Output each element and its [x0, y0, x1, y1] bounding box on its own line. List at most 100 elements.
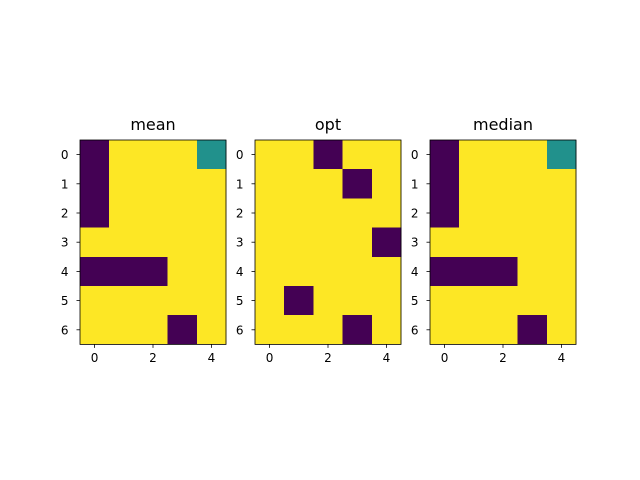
x-tick-label: 2 [324, 351, 332, 365]
heatmap-cell [546, 315, 577, 345]
heatmap-cell [371, 169, 402, 199]
heatmap-cell [313, 227, 343, 258]
heatmap-cell [517, 256, 548, 287]
heatmap-cell [167, 315, 198, 345]
heatmap-cell [80, 227, 110, 258]
heatmap-cell [138, 286, 168, 316]
y-tick-label: 5 [411, 294, 419, 308]
heatmap-cell [459, 198, 489, 228]
heatmap-cell [488, 227, 518, 258]
heatmap-cell [284, 140, 314, 170]
heatmap-cell [167, 256, 198, 287]
y-tick-label: 0 [411, 148, 419, 162]
y-tick-label: 5 [236, 294, 244, 308]
heatmap-cell [196, 256, 227, 287]
heatmap-cell [430, 140, 460, 170]
heatmap-cell [459, 227, 489, 258]
heatmap-cell [517, 286, 548, 316]
heatmap-cell [313, 198, 343, 228]
heatmap-cell [138, 169, 168, 199]
heatmap-cell [196, 315, 227, 345]
heatmap-cell [342, 169, 373, 199]
heatmap-cell [313, 169, 343, 199]
heatmap-cell [313, 286, 343, 316]
panel-title: mean [130, 115, 175, 134]
heatmap-cell [255, 315, 285, 345]
heatmap-cell [371, 256, 402, 287]
heatmap-cell [488, 169, 518, 199]
heatmap-cell [430, 315, 460, 345]
heatmap-cell [109, 256, 139, 287]
heatmap-cell [167, 169, 198, 199]
heatmap-cell [196, 227, 227, 258]
heatmap-cell [109, 140, 139, 170]
heatmap-cell [488, 286, 518, 316]
heatmap-cell [167, 227, 198, 258]
heatmap-panel-mean: mean 0 2 4 0 1 2 3 4 5 6 [61, 115, 227, 365]
heatmap-cell [546, 169, 577, 199]
heatmap-cell [196, 169, 227, 199]
heatmap-cell [255, 169, 285, 199]
x-tick-label: 2 [149, 351, 157, 365]
heatmap-cell [430, 256, 460, 287]
heatmap-cell [284, 286, 314, 316]
heatmap-cell [109, 198, 139, 228]
y-tick-label: 5 [61, 294, 69, 308]
heatmap-cell [459, 169, 489, 199]
heatmap-cell [546, 256, 577, 287]
heatmap-cell [430, 169, 460, 199]
heatmap-cell [255, 286, 285, 316]
y-tick-label: 6 [411, 323, 419, 337]
y-tick-label: 2 [236, 207, 244, 221]
heatmap-cell [255, 256, 285, 287]
x-tick-label: 2 [499, 351, 507, 365]
x-tick-label: 4 [208, 351, 216, 365]
heatmap-cell [488, 198, 518, 228]
heatmap-cell [80, 286, 110, 316]
heatmap-cell [80, 140, 110, 170]
y-tick-label: 2 [411, 207, 419, 221]
x-tick-label: 0 [266, 351, 274, 365]
heatmap-cell [517, 198, 548, 228]
y-tick-label: 2 [61, 207, 69, 221]
x-tick-label: 0 [91, 351, 99, 365]
heatmap-cell [313, 315, 343, 345]
heatmap-cell [371, 227, 402, 258]
y-tick-label: 6 [236, 323, 244, 337]
heatmap-cell [255, 140, 285, 170]
heatmap-cell [138, 256, 168, 287]
heatmap-cell [138, 315, 168, 345]
heatmap-panel-median: median 0 2 4 0 1 2 3 4 5 6 [411, 115, 577, 365]
y-tick-label: 4 [61, 265, 69, 279]
y-tick-label: 3 [411, 236, 419, 250]
y-tick-label: 1 [236, 177, 244, 191]
heatmap-cell [284, 198, 314, 228]
heatmap-cell [138, 227, 168, 258]
heatmap-cell [517, 315, 548, 345]
heatmap-cell [459, 256, 489, 287]
heatmap-cell [430, 198, 460, 228]
heatmap-cell [313, 256, 343, 287]
y-tick-label: 4 [411, 265, 419, 279]
heatmap-cell [342, 315, 373, 345]
heatmap-cell [430, 286, 460, 316]
heatmap-cell [459, 315, 489, 345]
heatmap-cell [517, 140, 548, 170]
heatmap-cell [284, 227, 314, 258]
y-tick-label: 3 [61, 236, 69, 250]
heatmap-cell [138, 140, 168, 170]
heatmap-panel-opt: opt 0 2 4 0 1 2 3 4 5 6 [236, 115, 402, 365]
heatmap-cell [342, 286, 373, 316]
heatmap-cell [342, 227, 373, 258]
heatmap-cell [430, 227, 460, 258]
heatmap-cell [167, 286, 198, 316]
heatmap-cell [109, 315, 139, 345]
heatmap-cell [109, 169, 139, 199]
heatmap-cell [80, 169, 110, 199]
heatmap-cell [196, 140, 227, 170]
heatmap-cell [342, 256, 373, 287]
y-tick-label: 6 [61, 323, 69, 337]
heatmap-cell [284, 315, 314, 345]
heatmap-cell [459, 286, 489, 316]
